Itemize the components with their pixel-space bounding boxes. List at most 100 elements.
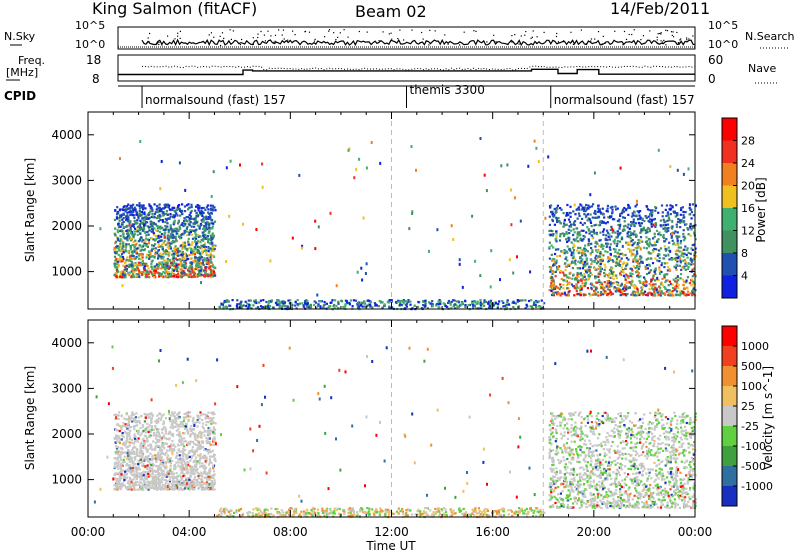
data-cell [180, 223, 183, 226]
data-cell [168, 458, 171, 461]
data-cell [119, 234, 122, 237]
data-cell [489, 285, 492, 289]
data-cell [168, 259, 171, 262]
data-cell [656, 259, 659, 262]
data-cell [512, 306, 515, 309]
data-cell [172, 223, 175, 226]
data-cell [585, 263, 589, 266]
data-cell [671, 206, 674, 209]
data-cell [187, 275, 190, 278]
data-cell [129, 239, 132, 242]
data-cell [369, 301, 372, 304]
data-cell [180, 467, 183, 470]
power-colorbar-label: Power [dB] [754, 177, 768, 242]
data-cell [200, 281, 202, 285]
data-cell [628, 286, 631, 289]
data-cell [589, 230, 592, 233]
data-cell [213, 266, 216, 269]
data-cell [444, 305, 448, 308]
data-cell [224, 300, 227, 303]
data-cell [602, 288, 605, 291]
data-cell [607, 256, 610, 259]
data-cell [187, 463, 190, 466]
nsearch-point [223, 37, 225, 39]
data-cell [178, 480, 181, 483]
data-cell [601, 247, 604, 250]
data-cell [121, 270, 125, 273]
data-cell [157, 417, 160, 420]
data-cell [185, 227, 188, 230]
data-cell [200, 247, 203, 250]
data-cell [187, 471, 190, 474]
data-cell [483, 299, 486, 302]
data-cell [166, 225, 169, 228]
data-cell [679, 261, 682, 264]
data-cell [200, 273, 203, 276]
data-cell [626, 235, 629, 238]
data-cell [213, 206, 216, 209]
data-cell [132, 478, 135, 481]
data-cell [582, 248, 585, 251]
data-cell [661, 215, 664, 218]
data-cell [690, 247, 693, 250]
data-cell [594, 241, 597, 244]
data-cell [146, 264, 149, 267]
nsearch-point [282, 29, 285, 31]
data-cell [128, 263, 131, 266]
data-cell [183, 261, 186, 264]
data-cell [594, 245, 597, 248]
data-cell [150, 271, 153, 274]
data-cell [560, 292, 563, 295]
data-cell [625, 208, 628, 211]
data-cell [117, 264, 120, 267]
data-cell [625, 273, 628, 276]
data-cell [269, 300, 272, 303]
data-cell [669, 204, 672, 207]
data-cell [553, 286, 556, 289]
data-cell [568, 277, 571, 280]
data-cell [576, 227, 579, 230]
data-cell [575, 287, 578, 290]
nsearch-point [179, 37, 181, 39]
data-cell [208, 223, 211, 226]
data-cell [599, 267, 602, 270]
data-cell [672, 231, 675, 234]
data-cell [674, 277, 677, 280]
nsearch-point [274, 34, 277, 36]
data-cell [289, 299, 292, 302]
data-cell [166, 251, 169, 254]
data-cell [587, 217, 590, 220]
data-cell [182, 265, 185, 268]
data-cell [489, 299, 493, 302]
data-cell [676, 237, 679, 240]
data-cell [629, 274, 632, 277]
data-cell [555, 230, 558, 233]
data-cell [686, 227, 689, 230]
data-cell [151, 225, 154, 228]
data-cell [185, 463, 188, 466]
data-cell [527, 299, 531, 303]
data-cell [181, 259, 184, 262]
data-cell [139, 478, 142, 481]
data-cell [162, 211, 165, 214]
nsearch-point [156, 42, 158, 44]
data-cell [117, 248, 120, 251]
data-cell [671, 205, 674, 208]
data-cell [628, 227, 631, 230]
data-cell [564, 257, 567, 260]
data-cell [171, 270, 174, 273]
data-cell [675, 225, 679, 229]
data-cell [181, 452, 184, 455]
data-cell [169, 215, 172, 218]
data-cell [347, 148, 350, 152]
data-cell [557, 219, 560, 223]
data-cell [162, 242, 165, 245]
data-cell [121, 221, 124, 224]
data-cell [158, 438, 161, 441]
data-cell [236, 306, 239, 309]
data-cell [689, 257, 692, 260]
data-cell [151, 230, 154, 233]
nsearch-point [657, 33, 659, 35]
data-cell [647, 257, 650, 260]
data-cell [184, 257, 187, 260]
